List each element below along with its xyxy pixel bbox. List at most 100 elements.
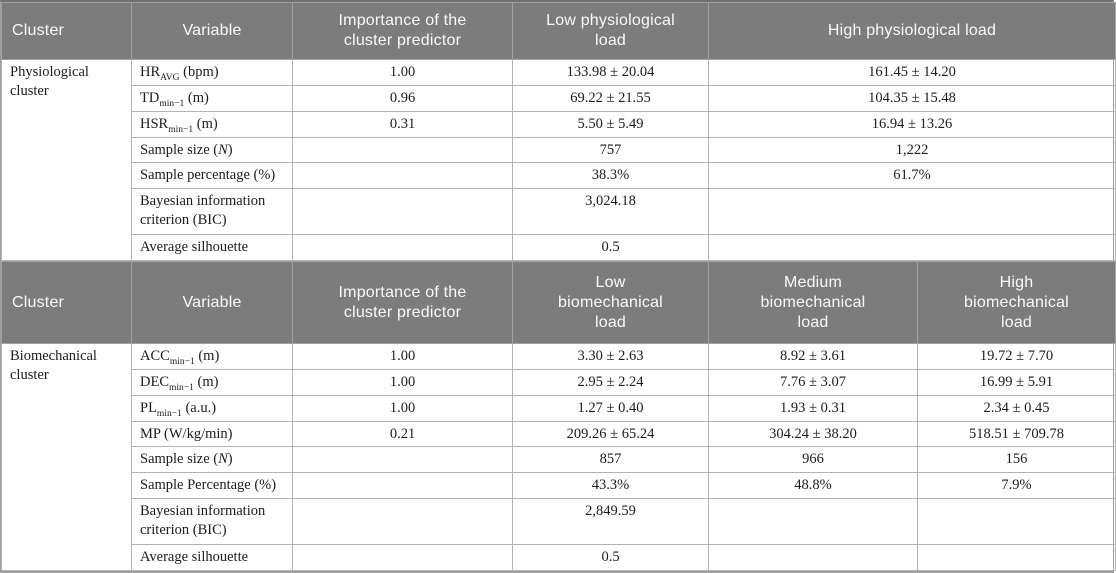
table-row: Sample size (N) 757 1,222 [2, 136, 1116, 164]
variable-italic-n: N [218, 141, 228, 158]
table-row: Sample Percentage (%) 43.3% 48.8% 7.9% [2, 472, 1116, 500]
variable-cell: HRAVG (bpm) [131, 59, 293, 86]
importance-value [292, 544, 513, 571]
header-importance: Importance of the cluster predictor [292, 2, 513, 60]
header-low-physiological-label: Low physiological load [546, 12, 675, 49]
low-load-value: 0.5 [512, 234, 709, 262]
high-load-value: 161.45 ± 14.20 [708, 59, 1116, 86]
high-load-value: 16.94 ± 13.26 [708, 110, 1116, 138]
variable-cell: Bayesian information criterion (BIC) [131, 188, 293, 236]
low-load-value: 133.98 ± 20.04 [512, 59, 709, 86]
importance-value [292, 136, 513, 164]
variable-italic-n: N [218, 451, 228, 468]
variable-unit: ) [227, 451, 233, 468]
variable-cell: ACCmin−1 (m) [131, 343, 293, 370]
medium-load-value: 8.92 ± 3.61 [708, 343, 918, 370]
low-load-value: 209.26 ± 65.24 [512, 420, 709, 448]
high-load-value [917, 544, 1116, 571]
variable-label: Sample size ( [140, 451, 219, 468]
table-row: Bayesian information criterion (BIC) 3,0… [2, 188, 1116, 236]
header-high-physiological-load: High physiological load [708, 2, 1116, 60]
variable-label: TD [140, 89, 160, 106]
variable-cell: HSRmin−1 (m) [131, 110, 293, 138]
variable-cell: Sample size (N) [131, 446, 293, 474]
importance-value [292, 234, 513, 262]
table-row: Average silhouette 0.5 [2, 544, 1116, 571]
header-variable: Variable [131, 261, 293, 345]
variable-cell: Sample size (N) [131, 136, 293, 164]
variable-subscript: min−1 [156, 408, 182, 419]
medium-load-value: 7.76 ± 3.07 [708, 368, 918, 396]
header-importance: Importance of the cluster predictor [292, 261, 513, 345]
header-cluster: Cluster [1, 2, 132, 60]
low-load-value: 2,849.59 [512, 498, 709, 546]
variable-cell: PLmin−1 (a.u.) [131, 394, 293, 422]
variable-label: DEC [140, 373, 169, 390]
header-medium-biomechanical-load: Medium biomechanical load [708, 261, 918, 345]
variable-subscript: AVG [160, 72, 180, 83]
variable-cell: Sample Percentage (%) [131, 472, 293, 500]
medium-load-value [708, 544, 918, 571]
medium-load-value: 48.8% [708, 472, 918, 500]
physiological-cluster-table: Cluster Variable Importance of the clust… [1, 2, 1116, 262]
variable-cell: TDmin−1 (m) [131, 84, 293, 112]
high-load-value [708, 188, 1116, 236]
header-low-physiological-load: Low physiological load [512, 2, 709, 60]
importance-value [292, 446, 513, 474]
medium-load-value: 304.24 ± 38.20 [708, 420, 918, 448]
low-load-value: 3,024.18 [512, 188, 709, 236]
high-load-value: 16.99 ± 5.91 [917, 368, 1116, 396]
high-load-value [917, 498, 1116, 546]
variable-cell: Sample percentage (%) [131, 162, 293, 190]
low-load-value: 3.30 ± 2.63 [512, 343, 709, 370]
table-row: Sample size (N) 857 966 156 [2, 446, 1116, 474]
biomechanical-cluster-table: Cluster Variable Importance of the clust… [1, 261, 1116, 571]
table-row: Biomechanical cluster ACCmin−1 (m) 1.00 … [1, 343, 1116, 571]
importance-value: 1.00 [292, 343, 513, 370]
table-row: DECmin−1 (m) 1.00 2.95 ± 2.24 7.76 ± 3.0… [2, 368, 1116, 396]
low-load-value: 757 [512, 136, 709, 164]
importance-value: 1.00 [292, 59, 513, 86]
header-cluster: Cluster [1, 261, 132, 345]
physiological-cluster-label: Physiological cluster [1, 58, 132, 262]
importance-value: 0.21 [292, 420, 513, 448]
header-importance-label: Importance of the cluster predictor [338, 283, 467, 321]
variable-label: HR [140, 64, 161, 80]
table-row: Bayesian information criterion (BIC) 2,8… [2, 498, 1116, 546]
variable-cell: Average silhouette [131, 234, 293, 262]
biomechanical-header-row: Cluster Variable Importance of the clust… [1, 261, 1116, 345]
variable-subscript: min−1 [159, 98, 185, 109]
high-load-value: 61.7% [708, 162, 1116, 190]
high-load-value: 156 [917, 446, 1116, 474]
medium-load-value: 966 [708, 446, 918, 474]
low-load-value: 857 [512, 446, 709, 474]
variable-cell: MP (W/kg/min) [131, 420, 293, 448]
table-row: PLmin−1 (a.u.) 1.00 1.27 ± 0.40 1.93 ± 0… [2, 394, 1116, 422]
variable-unit: (bpm) [179, 64, 219, 80]
header-low-biomechanical-label: Low biomechanical load [558, 273, 663, 331]
variable-label: ACC [140, 348, 170, 365]
variable-label: Average silhouette [140, 239, 249, 256]
low-load-value: 5.50 ± 5.49 [512, 110, 709, 138]
header-importance-label: Importance of the cluster predictor [338, 12, 467, 49]
high-load-value: 1,222 [708, 136, 1116, 164]
table-row: Physiological cluster HRAVG (bpm) 1.00 1… [1, 58, 1116, 262]
variable-cell: Bayesian information criterion (BIC) [131, 498, 293, 546]
variable-unit: ) [227, 141, 233, 158]
low-load-value: 38.3% [512, 162, 709, 190]
variable-label: Bayesian information criterion (BIC) [140, 193, 266, 229]
low-load-value: 43.3% [512, 472, 709, 500]
variable-label: MP (W/kg/min) [140, 425, 233, 442]
high-load-value: 518.51 ± 709.78 [917, 420, 1116, 448]
importance-value: 0.31 [292, 110, 513, 138]
variable-cell: DECmin−1 (m) [131, 368, 293, 396]
medium-load-value [708, 498, 918, 546]
header-high-biomechanical-label: High biomechanical load [964, 273, 1069, 331]
high-load-value: 104.35 ± 15.48 [708, 84, 1116, 112]
importance-value: 0.96 [292, 84, 513, 112]
importance-value [292, 162, 513, 190]
physiological-header-row: Cluster Variable Importance of the clust… [1, 2, 1116, 60]
high-load-value: 2.34 ± 0.45 [917, 394, 1116, 422]
variable-label: PL [140, 399, 157, 416]
